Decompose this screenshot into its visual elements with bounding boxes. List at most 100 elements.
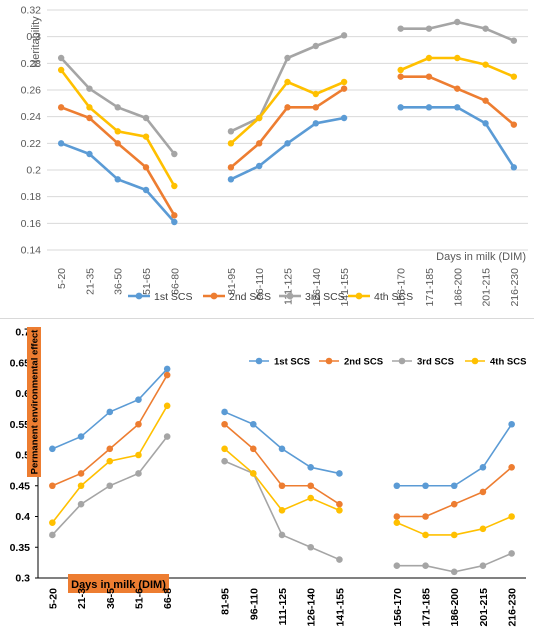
data-point (86, 104, 93, 111)
data-point (77, 500, 85, 508)
y-tick-label: 0.4 (15, 511, 30, 523)
legend-label: 3rd SCS (417, 357, 454, 368)
data-point (336, 507, 343, 514)
data-point (482, 120, 489, 127)
data-point (227, 164, 235, 171)
series-2nd-scs (57, 73, 518, 219)
x-tick-label: 186-200 (449, 588, 461, 627)
series-line (396, 423, 513, 487)
data-point (340, 78, 348, 86)
permanent-environmental-chart-panel: 0.3 0.35 0.4 0.45 0.5 0.55 0.6 0.65 0.7 Permanent… (0, 318, 534, 637)
x-tick-label: 36-50 (113, 268, 125, 295)
data-point (336, 470, 343, 477)
x-tick-label: 36-5 (105, 588, 117, 609)
data-point (510, 121, 518, 128)
x-tick-label: 111-125 (283, 268, 295, 305)
data-point (142, 164, 150, 171)
data-point (57, 104, 65, 111)
legend-label: 3rd SCS (305, 291, 345, 303)
data-point (284, 54, 291, 62)
data-point (482, 97, 489, 104)
x-tick-label: 216-230 (507, 588, 519, 627)
series-4th-scs (49, 402, 515, 539)
data-point (77, 433, 85, 440)
x-tick-label: 81-95 (220, 588, 232, 615)
y-axis-title-box: Permanent environmental effect (27, 327, 41, 477)
series-4th-scs (57, 54, 518, 190)
x-axis-title: Days in milk (DIM) (71, 579, 166, 591)
series-line (59, 68, 176, 188)
data-point (249, 420, 257, 428)
data-point (227, 140, 235, 147)
data-point (171, 182, 178, 190)
data-point (312, 42, 319, 50)
data-point (171, 150, 178, 158)
data-point (482, 25, 489, 32)
data-point (171, 212, 178, 219)
data-point (479, 488, 487, 496)
y-tick-label: 0.16 (21, 218, 42, 230)
y-tick-label: 0.2 (26, 165, 41, 177)
data-point (393, 519, 401, 526)
data-point (336, 500, 343, 508)
legend-label: 2nd SCS (344, 357, 383, 368)
data-point (422, 531, 429, 539)
series-line (51, 374, 168, 487)
heritability-chart-panel: 0.14 0.16 0.18 0.2 0.22 0.24 0.26 0.28 0.3 0.32 He… (0, 0, 534, 316)
legend-swatch-marker (286, 292, 294, 300)
legend-item-4th-scs: 4th SCS (465, 357, 526, 368)
permanent-environmental-chart: 0.3 0.35 0.4 0.45 0.5 0.55 0.6 0.65 0.7 Permanent… (10, 327, 527, 627)
y-tick-label: 0.7 (15, 327, 30, 339)
data-point (142, 133, 150, 140)
data-point (312, 90, 319, 98)
legend-item-2nd-scs: 2nd SCS (319, 357, 383, 368)
data-point (77, 482, 85, 490)
legend-label: 2nd SCS (229, 291, 271, 303)
data-point (508, 420, 515, 428)
data-point (422, 562, 429, 569)
y-tick-label: 0.22 (21, 138, 42, 150)
x-tick-label: 141-155 (334, 588, 346, 627)
data-point (397, 25, 404, 32)
data-point (227, 176, 235, 183)
y-tick-label: 0.45 (10, 480, 31, 492)
y-tick-label: 0.26 (21, 85, 42, 97)
legend-item-1st-scs: 1st SCS (249, 357, 310, 368)
data-point (163, 365, 171, 373)
y-tick-label: 0.65 (10, 357, 31, 369)
legend-item-4th-scs: 4th SCS (348, 291, 413, 303)
series-line (399, 75, 516, 126)
data-point (307, 494, 315, 502)
series-2nd-scs (49, 371, 515, 520)
data-point (340, 85, 348, 92)
data-point (307, 482, 315, 490)
data-point (114, 128, 121, 135)
series-line (396, 466, 513, 518)
x-tick-label: 126-140 (311, 268, 323, 307)
data-point (508, 513, 515, 520)
legend-label: 4th SCS (374, 291, 413, 303)
series-line (59, 106, 176, 217)
data-point (508, 464, 515, 471)
data-point (482, 61, 489, 68)
legend-label: 4th SCS (490, 357, 526, 368)
data-point (454, 54, 461, 62)
data-point (278, 531, 286, 539)
y-tick-label: 0.24 (21, 111, 42, 123)
y-tick-label: 0.32 (21, 5, 42, 17)
data-point (450, 531, 458, 539)
data-point (86, 150, 93, 158)
data-point (135, 396, 142, 403)
data-point (278, 445, 286, 453)
data-point (135, 451, 142, 459)
data-point (454, 85, 461, 92)
x-tick-label: 216-230 (509, 268, 521, 307)
data-point (340, 114, 348, 122)
x-axis-title: Days in milk (DIM) (436, 251, 526, 263)
data-point (425, 104, 433, 111)
data-point (479, 464, 487, 471)
y-axis-title-background (27, 327, 41, 477)
data-point (142, 186, 150, 194)
legend-swatch-marker (398, 357, 406, 365)
data-point (106, 445, 114, 453)
